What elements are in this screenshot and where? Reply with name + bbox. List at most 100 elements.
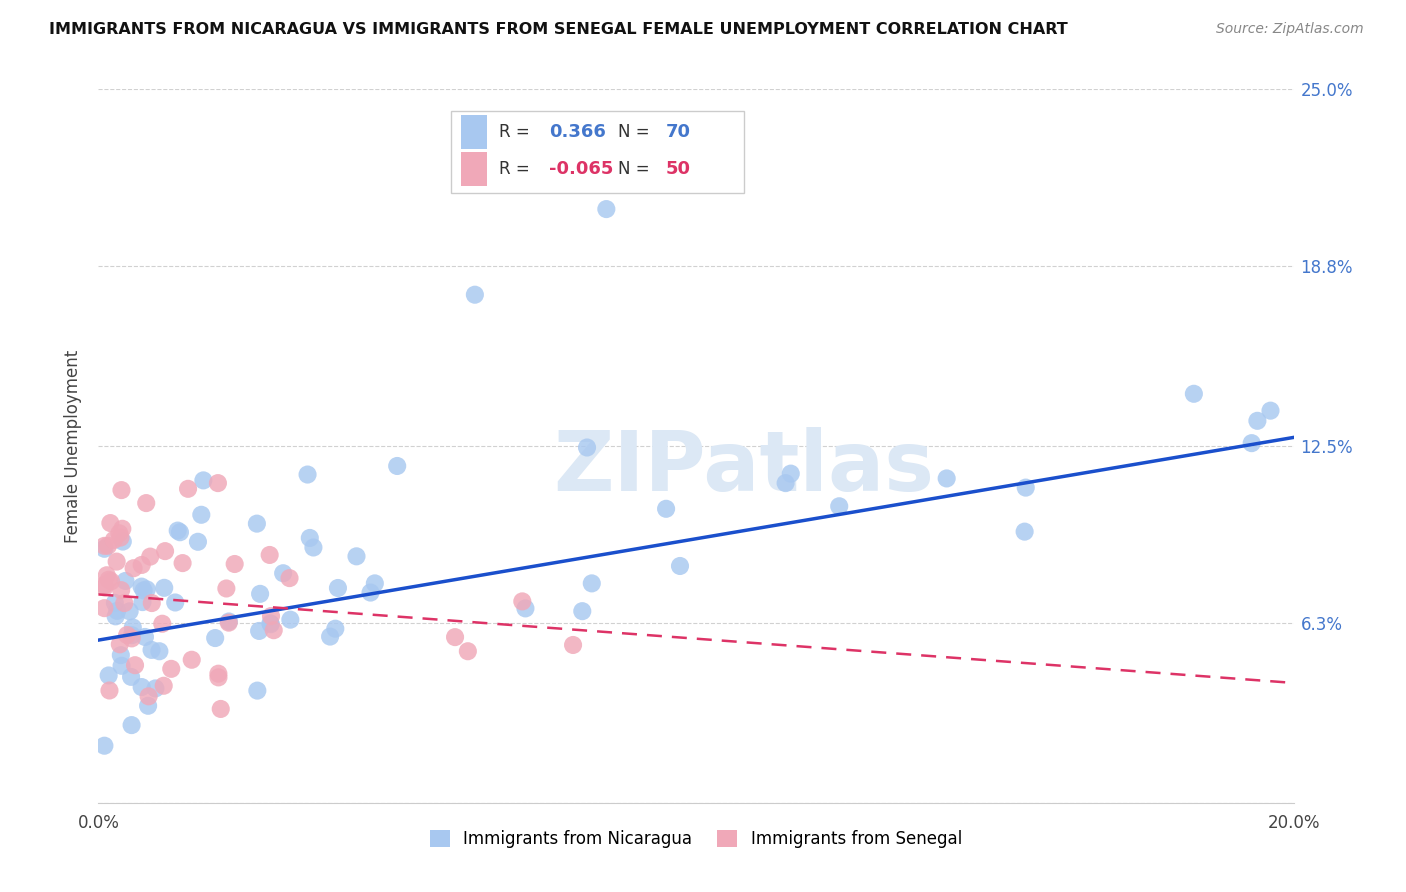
Point (207, 666, 229, 681)
Point (131, 558, 153, 572)
Bar (461, 115, 486, 149)
Point (204, 631, 226, 645)
Point (172, 556, 194, 570)
Point (581, 576, 603, 591)
Point (103, 533, 125, 547)
Point (110, 531, 132, 545)
Point (259, 616, 281, 631)
Point (114, 574, 136, 588)
Legend: Immigrants from Nicaragua, Immigrants from Senegal: Immigrants from Nicaragua, Immigrants fr… (423, 823, 969, 855)
Bar (461, 152, 486, 186)
Point (135, 582, 157, 597)
Point (1182, 386, 1205, 401)
Point (169, 525, 191, 540)
Point (1246, 414, 1268, 428)
Point (319, 630, 342, 644)
Point (326, 581, 349, 595)
Text: IMMIGRANTS FROM NICARAGUA VS IMMIGRANTS FROM SENEGAL FEMALE UNEMPLOYMENT CORRELA: IMMIGRANTS FROM NICARAGUA VS IMMIGRANTS … (49, 22, 1069, 37)
Text: 0.366: 0.366 (548, 123, 606, 141)
Point (96, 568, 118, 582)
Point (218, 615, 240, 629)
Point (364, 576, 387, 591)
Point (120, 670, 142, 684)
Point (141, 643, 163, 657)
Point (122, 561, 145, 575)
Point (346, 549, 368, 564)
Text: 70: 70 (666, 123, 692, 141)
Point (93, 580, 115, 594)
Point (93, 539, 115, 553)
Point (215, 582, 238, 596)
Point (360, 585, 382, 599)
Point (260, 617, 283, 632)
Text: Source: ZipAtlas.com: Source: ZipAtlas.com (1216, 22, 1364, 37)
Point (165, 595, 187, 609)
Point (280, 613, 302, 627)
Point (444, 630, 467, 644)
Point (100, 574, 122, 589)
Point (190, 508, 212, 522)
Point (112, 596, 135, 610)
Point (515, 601, 537, 615)
Point (132, 583, 155, 598)
Point (1260, 403, 1282, 417)
Point (464, 287, 486, 301)
Point (166, 524, 188, 538)
Point (263, 624, 285, 638)
Point (278, 571, 301, 585)
Text: 50: 50 (666, 161, 692, 178)
Point (108, 526, 131, 541)
Point (131, 680, 153, 694)
Point (98, 516, 122, 530)
Point (111, 522, 134, 536)
Point (110, 658, 132, 673)
Point (110, 648, 132, 662)
Point (131, 595, 153, 609)
Point (131, 580, 153, 594)
Point (224, 557, 246, 571)
Point (141, 596, 163, 610)
Point (138, 690, 160, 704)
Point (136, 698, 159, 713)
Point (124, 658, 146, 673)
Point (153, 544, 176, 558)
Point (139, 549, 162, 564)
Text: N =: N = (619, 123, 655, 141)
Point (260, 609, 283, 624)
Point (193, 474, 215, 488)
Point (105, 604, 128, 618)
Point (152, 679, 174, 693)
Point (121, 632, 143, 646)
Point (97, 573, 120, 587)
Point (298, 531, 321, 545)
Point (93, 578, 115, 592)
Point (177, 482, 200, 496)
Point (121, 620, 143, 634)
Point (323, 622, 346, 636)
Point (246, 683, 269, 698)
Point (246, 516, 269, 531)
Point (160, 662, 183, 676)
Point (98, 683, 121, 698)
Point (207, 476, 229, 491)
Point (571, 604, 593, 618)
Point (302, 541, 325, 555)
Point (1014, 524, 1036, 539)
Point (595, 202, 617, 216)
Point (562, 638, 585, 652)
Y-axis label: Female Unemployment: Female Unemployment (65, 350, 83, 542)
Point (121, 718, 143, 732)
Point (104, 596, 127, 610)
Point (1240, 436, 1263, 450)
Point (655, 501, 678, 516)
Point (209, 702, 232, 716)
Point (110, 583, 132, 598)
Text: R =: R = (499, 123, 534, 141)
Point (153, 581, 176, 595)
Point (97, 539, 120, 553)
Point (218, 615, 240, 630)
Text: ZIPatlas: ZIPatlas (554, 427, 934, 508)
Point (97, 668, 120, 682)
Point (207, 670, 229, 684)
Point (249, 587, 271, 601)
